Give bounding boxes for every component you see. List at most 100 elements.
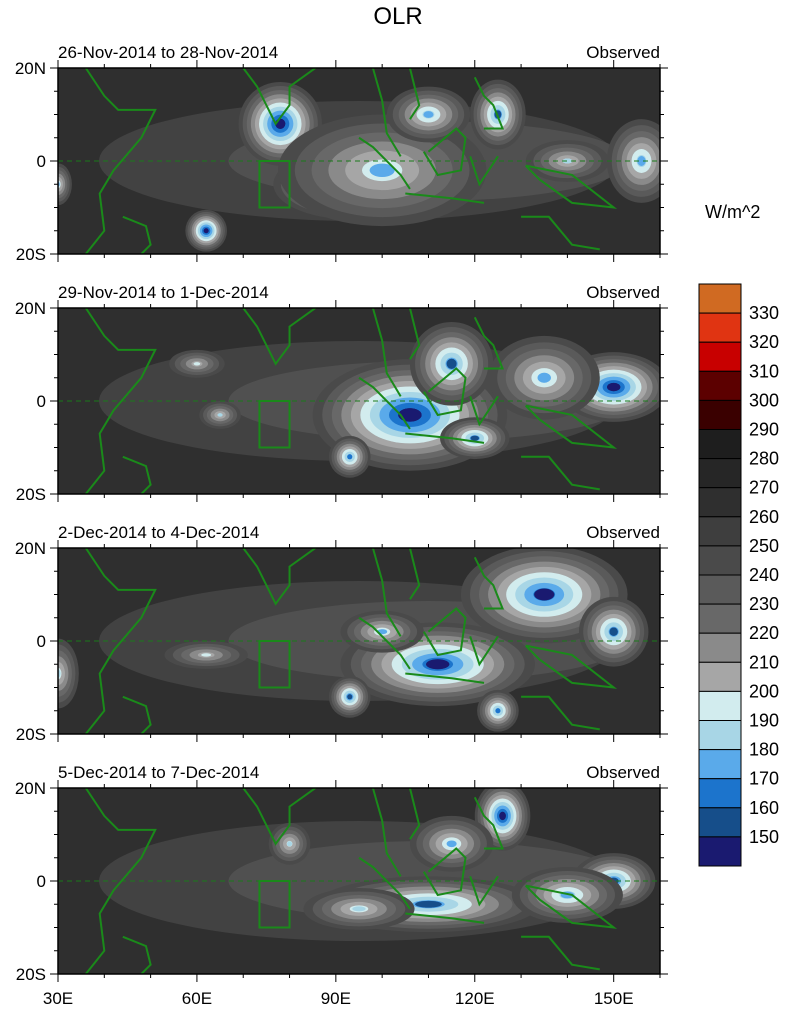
coastline [521, 695, 600, 731]
colorbar-swatch [698, 836, 742, 867]
y-tick-label: 0 [37, 632, 46, 651]
coastline [524, 644, 618, 689]
colorbar-label: 250 [749, 536, 779, 556]
map-panel: 20N 0 20S 26-Nov-2014 to 28-Nov-2014 Observe… [15, 43, 668, 264]
y-tick-label: 0 [37, 392, 46, 411]
colorbar-swatch [698, 661, 742, 692]
colorbar-label: 300 [749, 390, 779, 410]
colorbar-label: 290 [749, 420, 779, 440]
olr-contour-fill [607, 382, 621, 392]
coastline [84, 788, 157, 974]
olr-contour-fill [562, 158, 573, 164]
y-tick-label: 20S [16, 725, 46, 744]
coastline [122, 215, 152, 254]
chart-title: OLR [373, 3, 422, 30]
region-box [258, 880, 291, 929]
coastline [422, 367, 467, 417]
coastline [521, 455, 600, 491]
colorbar-label: 240 [749, 565, 779, 585]
coastline [473, 556, 505, 610]
coastline [122, 935, 152, 974]
colorbar-label: 230 [749, 594, 779, 614]
olr-contour-fill [534, 588, 555, 601]
colorbar-label: 190 [749, 711, 779, 731]
colorbar-label: 320 [749, 332, 779, 352]
colorbar-label: 180 [749, 740, 779, 760]
units-label: W/m^2 [705, 202, 760, 222]
y-tick-label: 20S [16, 485, 46, 504]
y-tick-label: 20N [15, 539, 46, 558]
panel-period-title: 2-Dec-2014 to 4-Dec-2014 [58, 523, 259, 542]
coastline [469, 875, 499, 907]
colorbar-label: 330 [749, 303, 779, 323]
coastline [84, 308, 157, 494]
coastline [422, 847, 467, 897]
coastline [408, 308, 421, 360]
olr-contour-fill [470, 435, 479, 441]
coastline [405, 192, 485, 204]
panel-period-title: 29-Nov-2014 to 1-Dec-2014 [58, 283, 269, 302]
y-tick-label: 0 [37, 152, 46, 171]
coastline [84, 548, 157, 734]
y-tick-label: 20N [15, 779, 46, 798]
olr-contour-fill [193, 362, 201, 366]
olr-contour-fill [495, 708, 501, 714]
colorbar-swatch [698, 778, 742, 809]
coastline [469, 155, 499, 187]
coastline [122, 455, 152, 494]
coastline [521, 935, 600, 971]
coastline [524, 164, 618, 209]
panel-observed-label: Observed [586, 763, 660, 782]
olr-contour-fill [537, 372, 551, 383]
colorbar-label: 220 [749, 623, 779, 643]
coastline [521, 215, 600, 251]
coastline [371, 308, 402, 397]
olr-contour-fill [352, 906, 366, 912]
colorbar-swatch [698, 720, 742, 751]
x-tick-label: 90E [321, 989, 351, 1008]
colorbar-swatch [698, 458, 742, 489]
y-tick-label: 20S [16, 965, 46, 984]
colorbar-swatch [698, 545, 742, 576]
panel-observed-label: Observed [586, 523, 660, 542]
colorbar-swatch [698, 370, 742, 401]
map-panel: 20N 0 20S 5-Dec-2014 to 7-Dec-2014 Observed 3… [15, 763, 668, 1008]
coastline [422, 607, 467, 657]
region-box [258, 400, 291, 449]
colorbar-label: 150 [749, 827, 779, 847]
colorbar-swatch [698, 574, 742, 605]
coastline [242, 308, 318, 366]
coastline [242, 68, 318, 126]
colorbar-swatch [698, 487, 742, 518]
colorbar-swatch [698, 807, 742, 838]
colorbar-swatch [698, 690, 742, 722]
olr-contour-fill [203, 228, 209, 234]
olr-contour-fill [347, 694, 353, 700]
coastline [371, 788, 402, 877]
coastline [358, 616, 411, 670]
panel-period-title: 26-Nov-2014 to 28-Nov-2014 [58, 43, 278, 62]
region-box [258, 160, 291, 209]
olr-field [58, 788, 660, 974]
colorbar-swatch [698, 399, 742, 430]
y-tick-label: 20N [15, 59, 46, 78]
olr-contour-fill [415, 900, 442, 908]
coastline [358, 136, 411, 190]
colorbar-swatch [698, 749, 742, 780]
coastline [469, 395, 499, 427]
colorbar-label: 260 [749, 507, 779, 527]
olr-contour-fill [446, 358, 457, 369]
coastline [405, 912, 485, 924]
coastline [358, 376, 411, 430]
olr-contour-fill [217, 413, 223, 417]
coastline [422, 127, 467, 177]
olr-contour-fill [369, 163, 395, 177]
y-tick-label: 20N [15, 299, 46, 318]
olr-contour-fill [423, 111, 434, 118]
colorbar: 150 160 170 180 190 200 210 220 230 240 250 260 270 2… [698, 283, 779, 867]
colorbar-swatch [698, 603, 742, 634]
coastline [473, 796, 505, 850]
olr-contour-fill [347, 454, 353, 460]
